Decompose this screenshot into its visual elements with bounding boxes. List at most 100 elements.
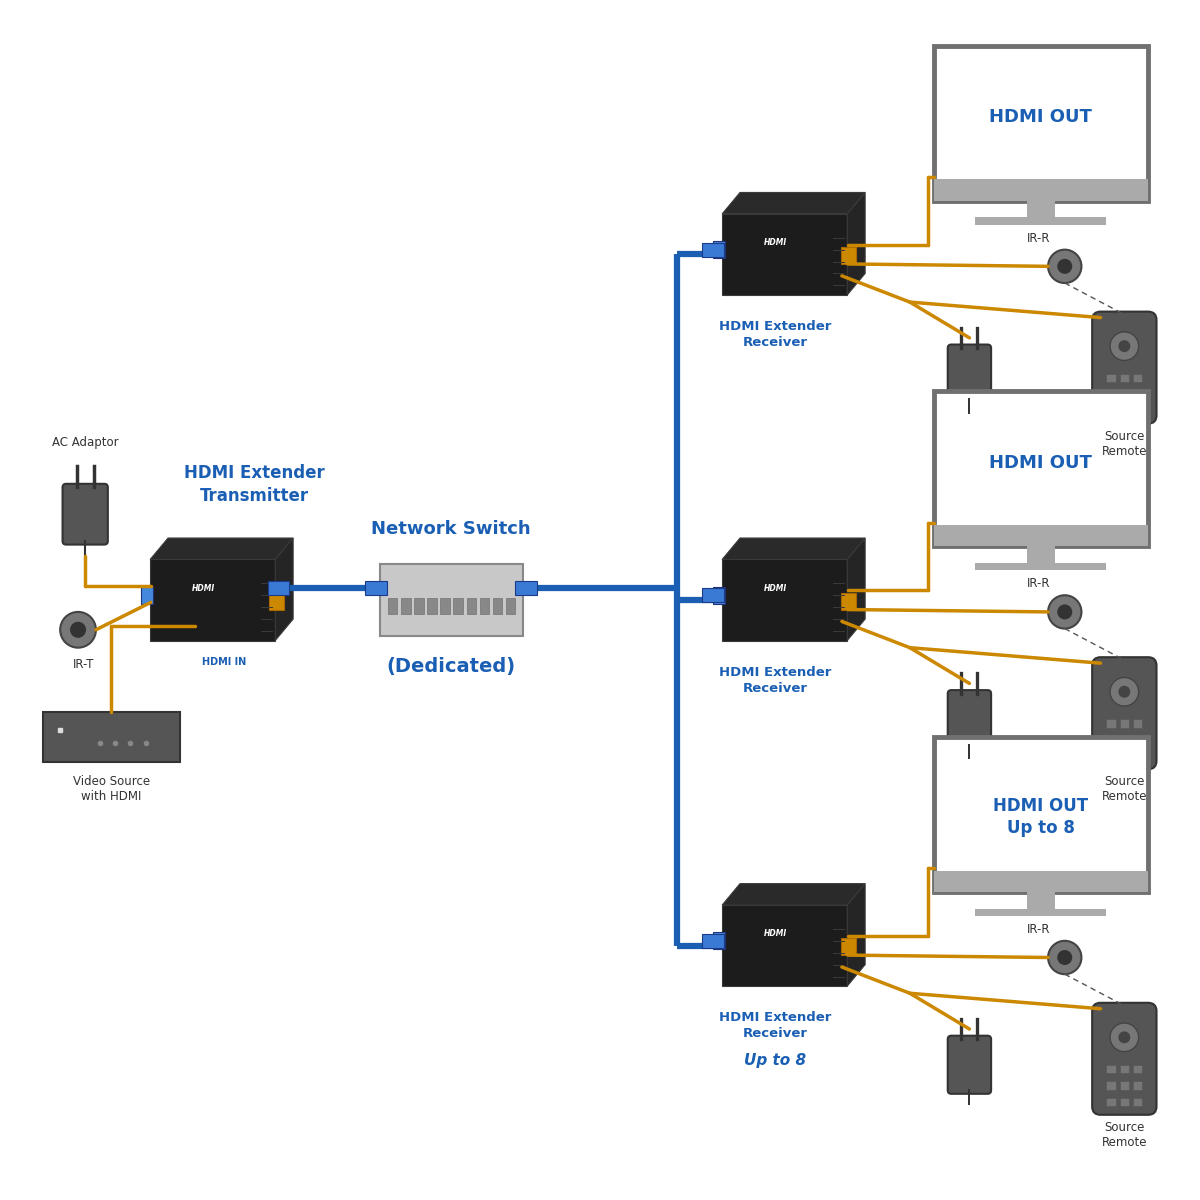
Text: HDMI OUT: HDMI OUT <box>990 108 1092 126</box>
Text: AC Adaptor: AC Adaptor <box>52 436 119 449</box>
Text: HDMI: HDMI <box>763 929 787 938</box>
Circle shape <box>1118 341 1130 352</box>
Bar <box>841 593 856 610</box>
Bar <box>269 593 283 610</box>
Text: HDMI Extender
Receiver: HDMI Extender Receiver <box>719 320 832 349</box>
Circle shape <box>1057 605 1073 619</box>
FancyBboxPatch shape <box>379 564 522 636</box>
Bar <box>506 598 515 614</box>
Bar <box>713 587 725 604</box>
FancyBboxPatch shape <box>934 46 1148 200</box>
Bar <box>702 242 724 257</box>
FancyBboxPatch shape <box>934 737 1148 892</box>
Circle shape <box>1048 941 1081 974</box>
Bar <box>934 870 1148 892</box>
FancyBboxPatch shape <box>722 905 847 986</box>
Bar <box>480 598 490 614</box>
Bar <box>976 217 1106 224</box>
Bar <box>1120 736 1129 744</box>
Bar <box>1133 736 1142 744</box>
Text: Up to 8: Up to 8 <box>744 1052 806 1068</box>
Text: IR-R: IR-R <box>1027 232 1050 245</box>
Text: Network Switch: Network Switch <box>371 520 530 538</box>
Text: HDMI Extender
Transmitter: HDMI Extender Transmitter <box>184 464 325 505</box>
Bar <box>493 598 503 614</box>
Bar <box>1133 407 1142 415</box>
FancyBboxPatch shape <box>1092 658 1157 769</box>
Bar <box>1133 390 1142 398</box>
Bar <box>1106 1064 1116 1073</box>
Polygon shape <box>722 538 865 559</box>
Bar <box>1120 373 1129 382</box>
Circle shape <box>1048 250 1081 283</box>
Circle shape <box>1110 1024 1139 1051</box>
Bar <box>1120 390 1129 398</box>
Text: HDMI Extender
Receiver: HDMI Extender Receiver <box>719 666 832 695</box>
Polygon shape <box>847 192 865 295</box>
Text: IR-R: IR-R <box>1027 923 1050 936</box>
Polygon shape <box>150 538 293 559</box>
Bar <box>365 581 386 595</box>
Bar <box>1133 373 1142 382</box>
Polygon shape <box>275 538 293 641</box>
Text: HDMI: HDMI <box>192 583 215 593</box>
Bar <box>414 598 424 614</box>
FancyBboxPatch shape <box>722 214 847 295</box>
Bar <box>401 598 410 614</box>
FancyBboxPatch shape <box>150 559 275 641</box>
Text: HDMI IN: HDMI IN <box>203 658 247 667</box>
Bar <box>1120 407 1129 415</box>
Text: Source
Remote: Source Remote <box>1102 775 1147 803</box>
Bar <box>1106 390 1116 398</box>
Bar <box>454 598 463 614</box>
Bar <box>1120 752 1129 761</box>
Text: HDMI: HDMI <box>763 238 787 247</box>
FancyBboxPatch shape <box>1092 1003 1157 1115</box>
Bar <box>841 938 856 955</box>
Bar <box>1027 200 1055 221</box>
Bar <box>1106 752 1116 761</box>
Bar <box>268 581 289 595</box>
Polygon shape <box>847 538 865 641</box>
Text: HDMI Extender
Receiver: HDMI Extender Receiver <box>719 1012 832 1040</box>
Polygon shape <box>722 192 865 214</box>
Circle shape <box>1110 678 1139 706</box>
FancyBboxPatch shape <box>722 559 847 641</box>
Bar <box>1120 1064 1129 1073</box>
Bar <box>1106 719 1116 727</box>
Bar <box>1133 1081 1142 1090</box>
Bar <box>1120 1098 1129 1106</box>
Text: IR-T: IR-T <box>73 659 95 671</box>
Bar <box>1027 892 1055 912</box>
Bar <box>1133 719 1142 727</box>
Text: Source
Remote: Source Remote <box>1102 1121 1147 1148</box>
Text: IR-R: IR-R <box>1027 577 1050 590</box>
Circle shape <box>1057 259 1073 274</box>
Bar <box>1106 1098 1116 1106</box>
Bar <box>702 934 724 948</box>
FancyBboxPatch shape <box>43 712 180 762</box>
Bar <box>976 563 1106 570</box>
Bar <box>934 179 1148 200</box>
Text: Video Source
with HDMI: Video Source with HDMI <box>73 775 150 803</box>
Text: HDMI OUT
Up to 8: HDMI OUT Up to 8 <box>994 797 1088 836</box>
Bar <box>467 598 476 614</box>
Circle shape <box>60 612 96 648</box>
Text: HDMI: HDMI <box>763 583 787 593</box>
Bar <box>1027 546 1055 566</box>
Bar <box>1120 719 1129 727</box>
Circle shape <box>70 622 86 638</box>
Bar <box>140 587 152 604</box>
FancyBboxPatch shape <box>948 344 991 403</box>
Circle shape <box>1118 686 1130 697</box>
Circle shape <box>1118 1031 1130 1043</box>
Bar <box>1106 373 1116 382</box>
Polygon shape <box>722 883 865 905</box>
FancyBboxPatch shape <box>948 1036 991 1093</box>
Bar <box>976 908 1106 916</box>
Bar <box>515 581 536 595</box>
Text: Source
Remote: Source Remote <box>1102 430 1147 457</box>
Bar <box>1133 1064 1142 1073</box>
Bar <box>713 241 725 258</box>
Bar <box>1106 407 1116 415</box>
